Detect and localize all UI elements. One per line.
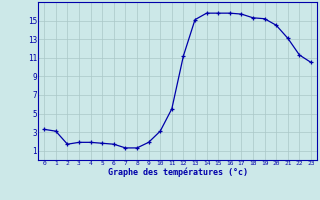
X-axis label: Graphe des températures (°c): Graphe des températures (°c) bbox=[108, 168, 248, 177]
